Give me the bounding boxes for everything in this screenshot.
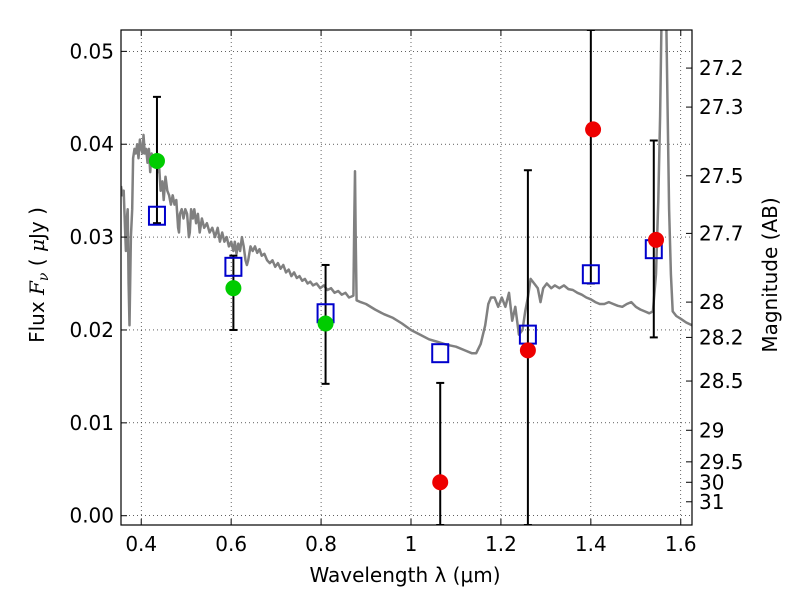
right-tick-label: 28 [699,290,724,314]
y-tick-labels: 0.00 0.01 0.02 0.03 0.04 0.05 [69,39,114,527]
y-tick-label: 0.04 [69,132,114,156]
model-flux-square [224,256,243,277]
x-tick-label: 0.8 [305,532,337,556]
x-tick-label: 0.6 [215,532,247,556]
y-axis-label-part-0: Flux [25,295,49,343]
x-tick-label: 1.6 [665,532,697,556]
red-flux-point [519,342,536,359]
right-tick-label: 29 [699,418,724,442]
model-flux-square [147,205,166,226]
y-tick-label: 0.03 [69,225,114,249]
green-flux-point [317,315,334,332]
error-bar [586,30,595,285]
right-tick-label: 30 [699,470,724,494]
right-tick-label: 29.5 [699,450,744,474]
x-tick-label: 1 [405,532,418,556]
y-tick-label: 0.02 [69,318,114,342]
error-bar [436,381,445,525]
template-spectrum-line [121,30,692,355]
y-tick-label: 0.00 [69,504,114,528]
right-tick-label: 27.2 [699,56,744,80]
right-tick-label: 27.5 [699,164,744,188]
x-tick-label: 0.4 [125,532,157,556]
grid [121,30,692,525]
red-flux-point [585,121,602,138]
plot-area [121,30,692,525]
x-tick-labels: 0.4 0.6 0.8 1 1.2 1.4 1.6 [125,532,696,556]
green-flux-point [148,152,165,169]
x-tick-label: 1.2 [485,532,517,556]
plot-frame [120,29,693,526]
y-tick-label: 0.05 [69,39,114,63]
y-axis-label-part-2: ν [36,272,52,281]
red-flux-point [648,231,665,248]
model-flux-square [581,264,600,285]
right-tick-label: 28.2 [699,325,744,349]
y-axis-label-part-1: F [25,280,49,296]
green-flux-point [225,280,242,297]
right-tick-label: 27.7 [699,221,744,245]
x-tick-label: 1.4 [575,532,607,556]
red-flux-point [432,474,449,491]
y-axis-label-part-3: ( [25,252,49,273]
model-flux-square [431,343,450,364]
right-tick-label: 28.5 [699,369,744,393]
right-axis-label: Magnitude (AB) [758,197,782,352]
right-tick-label: 27.3 [699,95,744,119]
y-tick-label: 0.01 [69,411,114,435]
y-axis-label-part-4: μ [25,239,49,252]
right-tick-label: 31 [699,490,724,514]
y-axis-label: Flux Fν ( μJy ) [25,207,52,343]
y-axis-label-part-5: Jy ) [25,207,49,241]
axis-ticks [121,30,692,525]
x-axis-label: Wavelength λ (μm) [309,563,500,587]
